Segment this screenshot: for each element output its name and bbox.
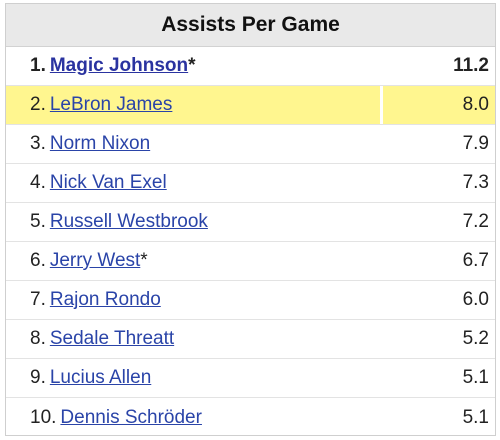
rank-number: 10.: [30, 406, 57, 428]
player-link[interactable]: Magic Johnson: [49, 55, 189, 76]
player-cell: 8. Sedale Threatt: [6, 320, 383, 358]
leaderboard-row: 5. Russell Westbrook 7.2: [6, 203, 495, 242]
stat-value: 7.3: [462, 172, 489, 193]
leaderboard-row: 4. Nick Van Exel 7.3: [6, 164, 495, 203]
player-link[interactable]: Norm Nixon: [49, 133, 151, 154]
rank-number: 6.: [30, 250, 46, 271]
stat-value: 6.0: [462, 289, 489, 310]
leaderboard-row: 7. Rajon Rondo 6.0: [6, 281, 495, 320]
hall-of-fame-marker: *: [188, 55, 196, 76]
stat-value: 5.2: [462, 328, 489, 349]
player-link[interactable]: Dennis Schröder: [60, 406, 202, 428]
stat-value: 5.1: [462, 367, 489, 388]
rank-number: 3.: [30, 133, 46, 154]
rank-number: 8.: [30, 328, 46, 349]
leaderboard-panel: Assists Per Game 1. Magic Johnson * 11.2 2…: [5, 3, 496, 436]
player-cell: 10. Dennis Schröder: [6, 398, 383, 437]
rank-number: 7.: [30, 289, 46, 310]
stat-value: 7.9: [462, 133, 489, 154]
player-cell: 6. Jerry West *: [6, 242, 383, 280]
hall-of-fame-marker: *: [140, 250, 148, 271]
stat-value: 6.7: [462, 250, 489, 271]
player-link[interactable]: Sedale Threatt: [49, 328, 175, 349]
player-cell: 2. LeBron James: [6, 86, 383, 124]
player-cell: 3. Norm Nixon: [6, 125, 383, 163]
player-link[interactable]: Rajon Rondo: [49, 289, 161, 310]
rank-number: 2.: [30, 94, 46, 115]
rank-number: 9.: [30, 367, 46, 388]
player-cell: 9. Lucius Allen: [6, 359, 383, 397]
stat-value: 11.2: [453, 55, 489, 76]
stat-value: 8.0: [462, 94, 489, 115]
rank-number: 4.: [30, 172, 46, 193]
leaderboard-row-highlighted: 2. LeBron James 8.0: [6, 86, 495, 125]
player-cell: 5. Russell Westbrook: [6, 203, 383, 241]
leaderboard-row: 9. Lucius Allen 5.1: [6, 359, 495, 398]
player-link[interactable]: Nick Van Exel: [49, 172, 167, 193]
leaderboard-row: 8. Sedale Threatt 5.2: [6, 320, 495, 359]
player-cell: 7. Rajon Rondo: [6, 281, 383, 319]
rank-number: 5.: [30, 211, 46, 232]
player-link[interactable]: LeBron James: [49, 94, 173, 115]
leaderboard-row: 10. Dennis Schröder 5.1: [6, 398, 495, 437]
player-link[interactable]: Lucius Allen: [49, 367, 152, 388]
player-cell: 4. Nick Van Exel: [6, 164, 383, 202]
player-link[interactable]: Russell Westbrook: [49, 211, 208, 232]
leaderboard-title: Assists Per Game: [6, 4, 495, 47]
rank-number: 1.: [30, 55, 46, 76]
player-cell: 1. Magic Johnson *: [6, 47, 383, 85]
leaderboard-list: 1. Magic Johnson * 11.2 2. LeBron James 8.0…: [6, 47, 495, 437]
leaderboard-row: 1. Magic Johnson * 11.2: [6, 47, 495, 86]
stat-value: 7.2: [462, 211, 489, 232]
leaderboard-row: 3. Norm Nixon 7.9: [6, 125, 495, 164]
stat-value: 5.1: [462, 406, 489, 428]
leaderboard-row: 6. Jerry West * 6.7: [6, 242, 495, 281]
player-link[interactable]: Jerry West: [49, 250, 141, 271]
